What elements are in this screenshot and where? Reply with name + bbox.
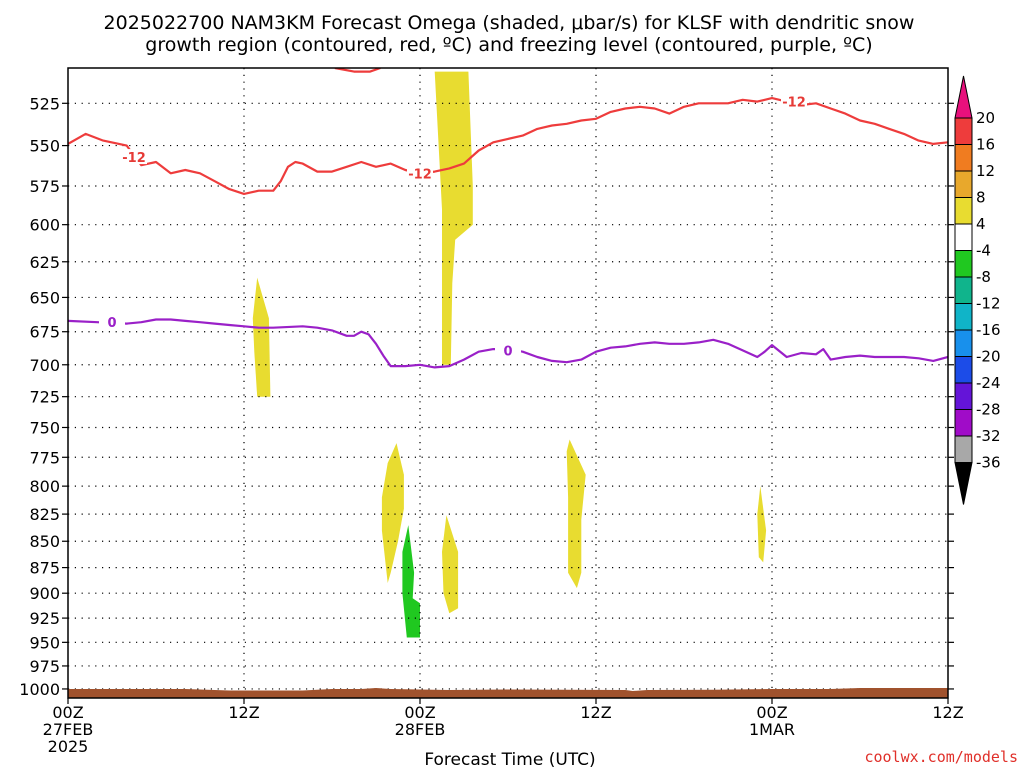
y-tick-label-650: 650: [29, 288, 60, 307]
y-tick-label-575: 575: [29, 177, 60, 196]
y-tick-label-850: 850: [29, 532, 60, 551]
plot-frame: [67, 67, 949, 699]
freezing-contour-label-1: 0: [107, 316, 116, 331]
x-tick-label-0-1: 27FEB: [43, 720, 94, 739]
colorbar-bin-1: [954, 117, 973, 145]
contours: -12 -12 -12 0 0: [68, 68, 948, 369]
dendritic-contour-label-2-bg: [407, 165, 433, 181]
y-tick-label-550: 550: [29, 137, 60, 156]
x-tick-label-0-2: 2025: [48, 737, 89, 756]
y-tick-label-725: 725: [29, 388, 60, 407]
y-tick-label-825: 825: [29, 505, 60, 524]
terrain-fill: [68, 688, 948, 698]
omega-region-1: [434, 71, 473, 365]
x-axis-label: Forecast Time (UTC): [424, 750, 595, 768]
omega-region-2: [252, 277, 271, 397]
freezing-level-contour-line: [68, 318, 948, 369]
colorbar-bin-9: [954, 329, 973, 357]
site-credit: coolwx.com/models: [864, 748, 1018, 766]
chart-title-line-1: 2025022700 NAM3KM Forecast Omega (shaded…: [104, 12, 915, 34]
freezing-contour-label-1-bg: [99, 314, 125, 330]
x-tick-label-2-1: 28FEB: [395, 720, 446, 739]
y-tick-label-975: 975: [29, 657, 60, 676]
chart-title: 2025022700 NAM3KM Forecast Omega (shaded…: [104, 12, 915, 56]
colorbar-tick--12: -12: [976, 295, 1001, 313]
y-tick-label-750: 750: [29, 418, 60, 437]
colorbar-top-arrow: [954, 75, 973, 119]
x-tick-label-3-0: 12Z: [580, 703, 611, 722]
dendritic-contour-label-1: -12: [122, 151, 146, 166]
omega-region-3: [381, 443, 404, 583]
dendritic-contour-label-3: -12: [782, 96, 806, 111]
omega-region-4: [442, 515, 459, 614]
dendritic-contour-label-1-bg: [121, 149, 147, 165]
colorbar-bottom-arrow: [954, 462, 973, 505]
plot-background: [68, 68, 948, 698]
y-tick-label-950: 950: [29, 633, 60, 652]
colorbar-bin-5: [954, 223, 973, 251]
x-tick-label-1-0: 12Z: [228, 703, 259, 722]
freezing-contour-label-2: 0: [503, 344, 512, 359]
x-tick-label-4-1: 1MAR: [749, 720, 795, 739]
y-tick-label-875: 875: [29, 559, 60, 578]
colorbar-tick-20: 20: [976, 109, 995, 127]
colorbar-bin-11: [954, 382, 973, 410]
colorbar-bin-2: [954, 144, 973, 172]
colorbar-tick--4: -4: [976, 242, 991, 260]
colorbar-tick--8: -8: [976, 268, 991, 286]
colorbar-tick-4: 4: [976, 215, 986, 233]
x-tick-label-0-0: 00Z: [52, 703, 83, 722]
colorbar: 20 16 12 8 4 -4 -8 -12 -16 -20 -24 -28 -32 -36: [954, 75, 1001, 505]
chart-title-line-2: growth region (contoured, red, ºC) and f…: [145, 34, 872, 56]
omega-region-5: [566, 439, 586, 589]
dendritic-contour-label-2: -12: [408, 167, 432, 182]
omega-shaded-regions: [252, 71, 767, 638]
x-tick-label-4-0: 00Z: [756, 703, 787, 722]
colorbar-tick-12: 12: [976, 162, 995, 180]
x-tick-label-5-0: 12Z: [932, 703, 963, 722]
colorbar-bin-10: [954, 356, 973, 384]
colorbar-tick--36: -36: [976, 454, 1001, 472]
colorbar-tick--20: -20: [976, 348, 1001, 366]
y-tick-label-700: 700: [29, 356, 60, 375]
y-tick-label-600: 600: [29, 216, 60, 235]
colorbar-bin-6: [954, 250, 973, 278]
omega-region-7: [402, 525, 420, 638]
colorbar-bin-12: [954, 409, 973, 437]
x-tick-label-2-0: 00Z: [404, 703, 435, 722]
colorbar-bin-13: [954, 435, 973, 463]
y-tick-label-800: 800: [29, 477, 60, 496]
y-tick-label-925: 925: [29, 609, 60, 628]
terrain-band: [68, 688, 948, 698]
freezing-contour-label-2-bg: [495, 342, 521, 358]
omega-region-6: [757, 486, 767, 563]
colorbar-bin-4: [954, 197, 973, 225]
y-tick-label-675: 675: [29, 323, 60, 342]
colorbar-tick-16: 16: [976, 136, 995, 154]
colorbar-tick--32: -32: [976, 427, 1001, 445]
colorbar-tick--28: -28: [976, 401, 1001, 419]
y-tick-label-1000: 1000: [19, 680, 60, 699]
colorbar-bin-3: [954, 170, 973, 198]
colorbar-tick--24: -24: [976, 374, 1001, 392]
y-tick-label-775: 775: [29, 448, 60, 467]
colorbar-tick--16: -16: [976, 321, 1001, 339]
y-axis-ticks: 525 550 575 600 625 650 675 700 725 750 775 800 825 8…: [19, 94, 954, 699]
y-tick-label-525: 525: [29, 94, 60, 113]
colorbar-bin-8: [954, 303, 973, 331]
colorbar-bin-7: [954, 276, 973, 304]
y-tick-label-625: 625: [29, 253, 60, 272]
colorbar-tick-8: 8: [976, 189, 986, 207]
y-tick-label-900: 900: [29, 584, 60, 603]
dendritic-contour-fragment: [334, 68, 381, 73]
dendritic-contour-label-3-bg: [781, 93, 807, 109]
